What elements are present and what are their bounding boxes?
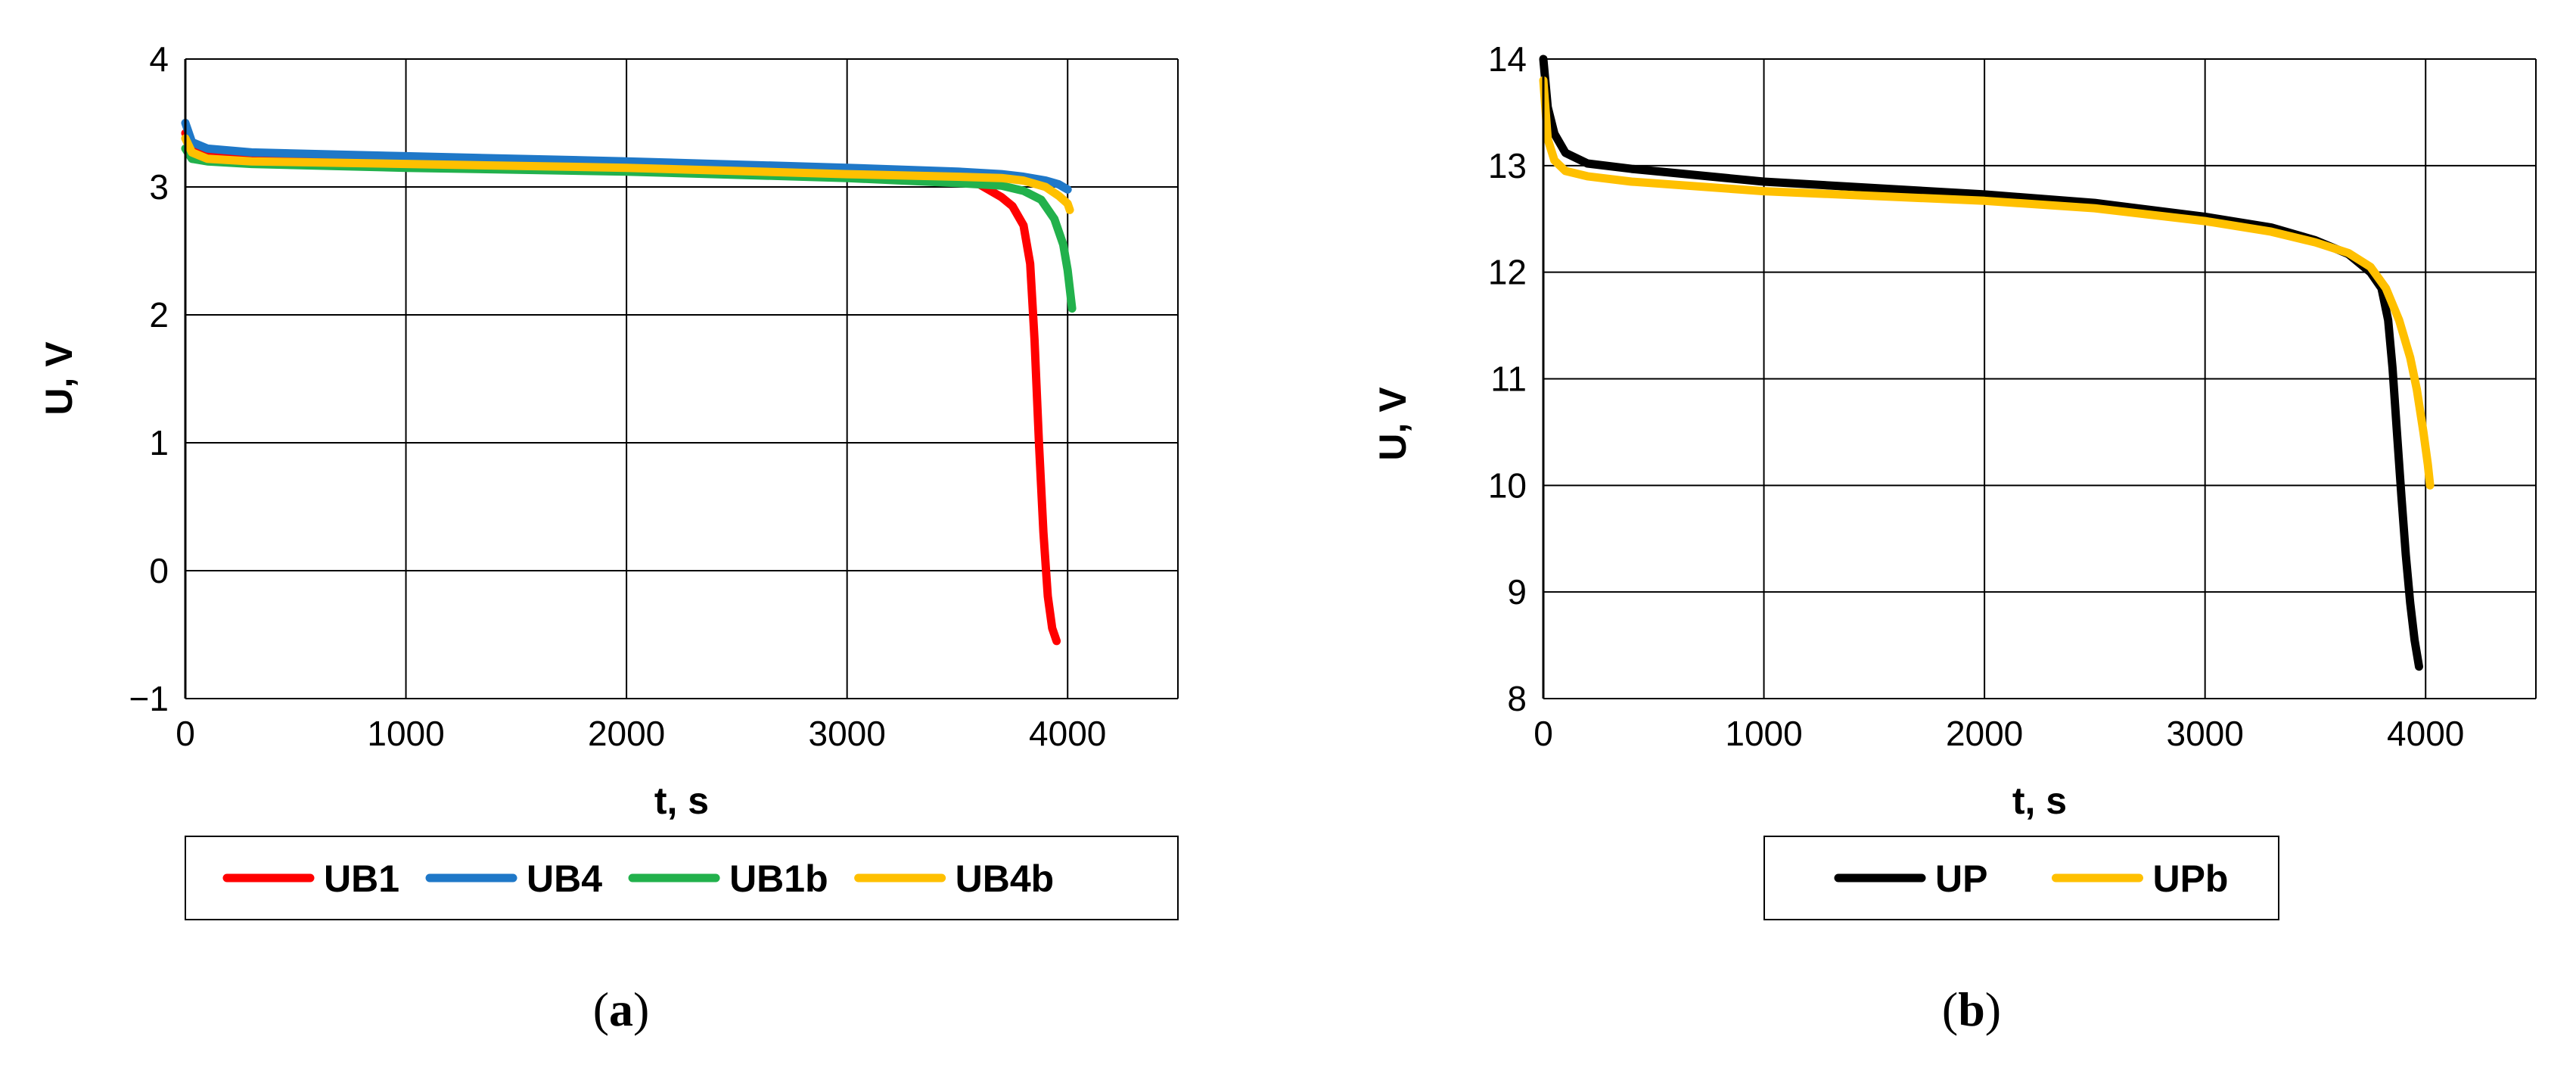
legend-label-ub1: UB1 xyxy=(324,858,399,900)
y-tick-label: 13 xyxy=(1488,146,1527,185)
panel-a-legend: UB1 UB4 UB1b UB4b xyxy=(185,836,1179,920)
y-tick-label: 1 xyxy=(149,423,169,462)
x-tick-label: 2000 xyxy=(1946,714,2023,753)
y-tick-label: 0 xyxy=(149,551,169,590)
panel-a-x-axis-title: t, s xyxy=(654,780,709,822)
legend-label-up: UP xyxy=(1935,858,1987,900)
x-tick-label: 1000 xyxy=(1725,714,1802,753)
panel-b-gridlines xyxy=(1543,58,2537,699)
series-line-upb xyxy=(1539,76,2435,490)
x-tick-label: 4000 xyxy=(1029,714,1106,753)
panel-a-x-ticks: 0 1000 2000 3000 4000 xyxy=(176,714,1106,753)
y-tick-label: 2 xyxy=(149,295,169,335)
y-tick-label: 10 xyxy=(1488,465,1527,505)
panel-a-y-ticks: 4 3 2 1 0 −1 xyxy=(129,39,169,718)
panel-b-series xyxy=(1539,54,2435,671)
y-tick-label: 11 xyxy=(1490,360,1527,399)
panel-b-x-axis-title: t, s xyxy=(2012,780,2067,822)
y-tick-label: −1 xyxy=(129,679,169,718)
y-tick-label: 12 xyxy=(1488,253,1527,292)
legend-label-upb: UPb xyxy=(2152,858,2228,900)
y-tick-label: 14 xyxy=(1488,39,1527,79)
panel-b-y-ticks: 14 13 12 11 10 9 8 xyxy=(1488,39,1527,718)
y-tick-label: 4 xyxy=(149,39,169,79)
panel-b-legend: UP UPb xyxy=(1763,836,2279,920)
x-tick-label: 3000 xyxy=(2166,714,2243,753)
panel-a-label: (a) xyxy=(593,982,650,1036)
x-tick-label: 0 xyxy=(176,714,195,753)
legend-label-ub1b: UB1b xyxy=(729,858,828,900)
legend-label-ub4b: UB4b xyxy=(956,858,1055,900)
x-tick-label: 4000 xyxy=(2387,714,2464,753)
x-tick-label: 1000 xyxy=(367,714,444,753)
panel-a-series xyxy=(181,119,1077,646)
series-line-ub4 xyxy=(181,119,1072,194)
x-tick-label: 0 xyxy=(1533,714,1553,753)
y-tick-label: 9 xyxy=(1507,572,1527,612)
panel-a-y-axis-title: U, V xyxy=(38,341,80,416)
x-tick-label: 2000 xyxy=(588,714,665,753)
y-tick-label: 3 xyxy=(149,167,169,207)
legend-label-ub4: UB4 xyxy=(527,858,602,900)
series-line-ub4b xyxy=(181,134,1074,214)
panel-b-y-axis-title: U, V xyxy=(1372,387,1414,461)
panel-b-chart: 14 13 12 11 10 9 8 0 1000 2000 3000 4000 t, s U, V… xyxy=(1372,39,2537,1036)
y-tick-label: 8 xyxy=(1507,679,1527,718)
panel-b-label: (b) xyxy=(1942,982,2001,1036)
panel-b-x-ticks: 0 1000 2000 3000 4000 xyxy=(1533,714,2464,753)
x-tick-label: 3000 xyxy=(808,714,885,753)
